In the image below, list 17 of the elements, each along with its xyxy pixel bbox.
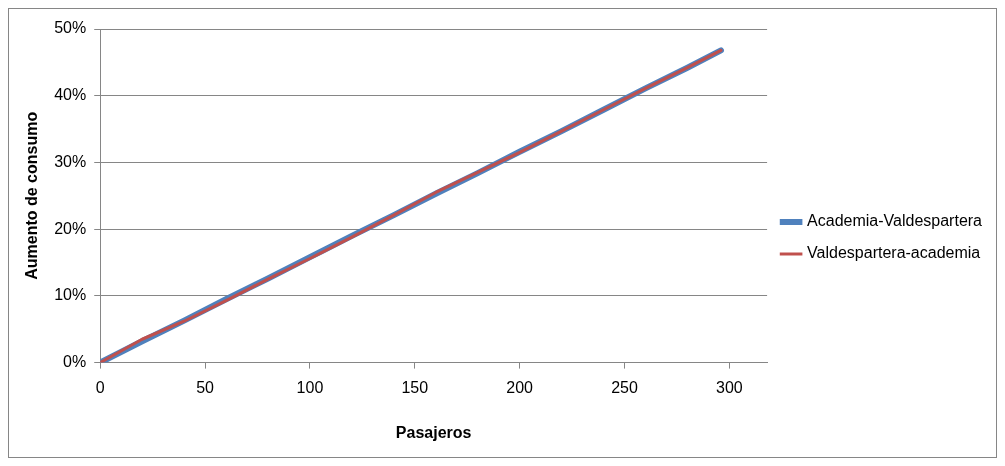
x-axis-title: Pasajeros [395, 423, 472, 441]
x-tick-label: 250 [611, 378, 638, 396]
y-axis-title: Aumento de consumo [23, 111, 41, 280]
y-tick-label: 10% [54, 286, 87, 304]
x-tick-label: 200 [506, 378, 534, 396]
x-tick-label: 100 [296, 378, 324, 396]
y-tick-label: 20% [54, 219, 87, 237]
x-tick-label: 300 [715, 378, 743, 396]
x-tick-label: 50 [196, 378, 215, 396]
x-tick-label: 150 [401, 378, 429, 396]
legend-label: Valdespartera-academia [807, 244, 981, 262]
legend-label: Academia-Valdespartera [807, 212, 983, 230]
y-tick-label: 0% [63, 353, 87, 371]
x-tick-label: 0 [95, 378, 105, 396]
y-tick-label: 30% [54, 152, 87, 170]
y-tick-label: 40% [54, 86, 87, 104]
y-tick-label: 50% [54, 19, 87, 37]
